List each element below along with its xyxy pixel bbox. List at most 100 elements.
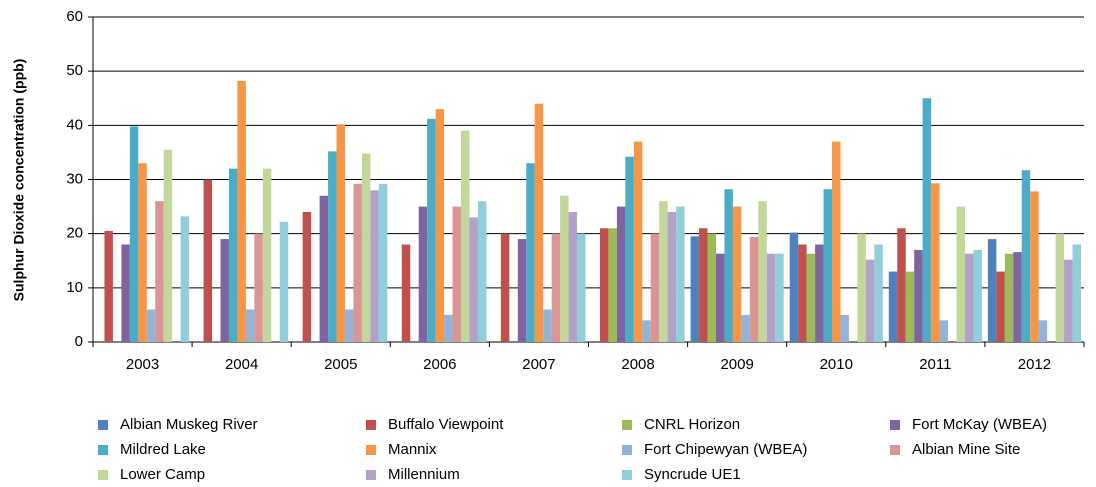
bar	[262, 168, 272, 342]
bar	[659, 201, 668, 342]
bar	[302, 212, 312, 342]
bar	[220, 239, 229, 342]
bar	[676, 206, 685, 342]
bar	[865, 259, 875, 342]
bar	[155, 201, 164, 342]
x-tick-label: 2012	[1018, 356, 1051, 373]
bar	[741, 314, 750, 342]
bar	[642, 320, 651, 342]
bar	[1004, 253, 1014, 342]
x-tick-label: 2009	[720, 356, 753, 373]
bar	[707, 233, 716, 342]
legend-swatch	[366, 420, 376, 430]
bar	[815, 244, 824, 342]
legend-label: Millennium	[388, 466, 460, 483]
bar	[568, 212, 578, 342]
bar	[477, 201, 487, 342]
bar	[931, 183, 940, 342]
bar	[749, 236, 759, 342]
y-tick-label: 30	[66, 170, 83, 187]
x-tick-label: 2004	[225, 356, 258, 373]
x-tick-label: 2007	[522, 356, 555, 373]
legend-label: Albian Mine Site	[912, 441, 1020, 458]
bar	[551, 233, 561, 342]
bar	[543, 309, 552, 342]
bar	[418, 206, 428, 342]
bar	[766, 253, 776, 342]
y-tick-label: 40	[66, 116, 83, 133]
bar	[840, 314, 849, 342]
bar	[789, 232, 799, 342]
bar	[254, 233, 263, 342]
y-axis-title: Sulphur Dioxide concentration (ppb)	[11, 59, 27, 302]
x-tick-label: 2005	[324, 356, 357, 373]
x-tick-label: 2003	[126, 356, 159, 373]
bar	[361, 153, 371, 342]
bar	[129, 126, 139, 343]
bar	[526, 163, 535, 342]
bar	[987, 239, 997, 342]
bar	[180, 216, 190, 342]
bar	[798, 244, 807, 342]
bar	[599, 228, 609, 342]
bar	[336, 124, 345, 342]
legend-swatch	[890, 420, 900, 430]
legend-swatch	[98, 445, 108, 455]
y-tick-label: 10	[66, 279, 83, 296]
y-tick-label: 20	[66, 225, 83, 242]
bar	[104, 230, 113, 342]
bar	[914, 249, 923, 342]
bar	[667, 212, 677, 342]
bar	[517, 239, 527, 342]
bar	[328, 151, 337, 342]
bar	[461, 130, 470, 342]
bar	[1013, 252, 1022, 342]
legend-swatch	[622, 420, 632, 430]
bar	[1030, 191, 1039, 342]
bar	[560, 195, 569, 342]
legend-label: Albian Muskeg River	[120, 416, 258, 433]
legend-label: Mildred Lake	[120, 441, 206, 458]
bar	[775, 253, 784, 342]
bar	[608, 228, 617, 342]
bar	[939, 320, 949, 342]
y-tick-label: 50	[66, 62, 83, 79]
bar	[500, 233, 510, 342]
legend-swatch	[622, 445, 632, 455]
x-tick-label: 2008	[621, 356, 654, 373]
legend-label: Buffalo Viewpoint	[388, 416, 504, 433]
bar	[469, 217, 478, 342]
bar	[732, 206, 742, 342]
bar	[401, 244, 411, 342]
legend-swatch	[890, 445, 900, 455]
bar	[964, 253, 974, 342]
legend-swatch	[98, 420, 108, 430]
bar	[444, 314, 453, 342]
bar	[427, 118, 436, 342]
bar	[138, 163, 147, 342]
bar	[1021, 170, 1031, 342]
bar	[633, 141, 643, 342]
bar	[237, 80, 246, 343]
bar	[956, 206, 965, 342]
y-tick-label: 0	[75, 333, 83, 350]
y-tick-label: 60	[66, 8, 83, 25]
bar	[690, 236, 700, 342]
bar	[973, 249, 982, 342]
legend-swatch	[366, 470, 376, 480]
legend-label: Mannix	[388, 441, 437, 458]
legend-swatch	[366, 445, 376, 455]
bar	[203, 179, 213, 342]
bar	[370, 190, 379, 342]
legend-label: Syncrude UE1	[644, 466, 741, 483]
bar	[534, 103, 544, 343]
bar	[577, 233, 586, 342]
legend-swatch	[98, 470, 108, 480]
bar	[806, 253, 816, 342]
bar	[699, 228, 708, 342]
bar	[121, 244, 130, 342]
bar	[245, 309, 255, 342]
bar	[922, 98, 932, 342]
bar	[353, 183, 362, 342]
